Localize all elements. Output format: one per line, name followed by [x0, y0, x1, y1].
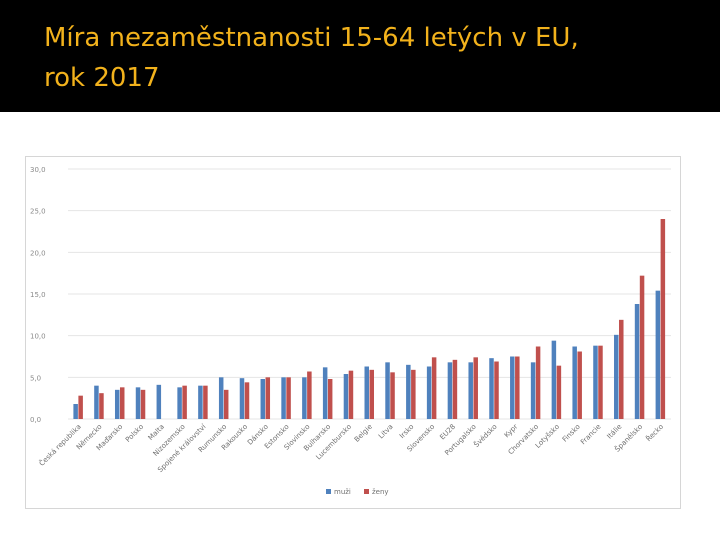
bar-muzi — [593, 345, 598, 419]
legend-label: muži — [334, 488, 351, 496]
bar-zeny — [619, 319, 624, 419]
bar-muzi — [489, 358, 494, 419]
bar-muzi — [135, 387, 141, 419]
bar-muzi — [114, 389, 120, 419]
bar-muzi — [406, 364, 411, 419]
x-tick-label: Malta — [147, 423, 166, 442]
bar-zeny — [390, 372, 395, 419]
bar-muzi — [364, 366, 369, 419]
bar-muzi — [156, 384, 162, 419]
bar-muzi — [73, 404, 78, 419]
bar-muzi — [634, 304, 640, 419]
bar-muzi — [614, 334, 619, 419]
bar-muzi — [572, 346, 577, 419]
title-band — [0, 0, 720, 112]
bar-zeny — [78, 395, 83, 419]
bar-muzi — [530, 362, 536, 419]
x-tick-label: Irsko — [398, 423, 415, 440]
x-tick-label: Kypr — [503, 423, 520, 440]
bar-zeny — [577, 351, 582, 419]
bar-muzi — [198, 385, 203, 419]
x-tick-label: Řecko — [644, 422, 665, 443]
bar-muzi — [426, 366, 432, 419]
x-tick-label: Itálie — [606, 423, 624, 441]
bar-muzi — [385, 362, 390, 419]
x-tick-label: Francie — [579, 423, 603, 447]
bar-muzi — [510, 356, 515, 419]
bar-zeny — [369, 369, 374, 419]
bar-muzi — [302, 377, 307, 419]
x-tick-label: Litva — [377, 423, 395, 441]
y-tick-label: 0,0 — [30, 416, 41, 424]
bar-zeny — [203, 385, 208, 419]
bar-zeny — [515, 356, 520, 419]
bar-zeny — [431, 357, 437, 419]
bar-zeny — [598, 345, 603, 419]
chart-frame: 0,0 5,0 10,0 15,0 20,0 25,0 30,0 Česká republik… — [25, 156, 681, 509]
bar-muzi — [447, 362, 453, 419]
bar-zeny — [411, 369, 416, 419]
y-tick-label: 25,0 — [30, 208, 46, 216]
bar-muzi — [343, 374, 349, 419]
bar-zeny — [99, 393, 104, 419]
bar-zeny — [348, 370, 354, 419]
bar-muzi — [655, 290, 661, 419]
bar-muzi — [551, 340, 557, 419]
bar-muzi — [239, 378, 245, 419]
bar-zeny — [494, 361, 499, 419]
y-tick-label: 10,0 — [30, 333, 46, 341]
bar-zeny — [535, 346, 541, 419]
x-tick-label: Švédsko — [472, 422, 499, 449]
x-tick-label: Belgie — [353, 423, 374, 444]
y-tick-label: 30,0 — [30, 166, 46, 174]
slide-title: Míra nezaměstnanosti 15-64 letých v EU, … — [44, 23, 579, 93]
bar-zeny — [473, 357, 478, 419]
bar-zeny — [265, 377, 271, 419]
bar-muzi — [468, 362, 473, 419]
legend-label: ženy — [372, 488, 389, 496]
y-tick-label: 15,0 — [30, 291, 46, 299]
bar-zeny — [660, 219, 666, 419]
x-tick-label: EU28 — [438, 423, 457, 442]
bar-zeny — [556, 365, 562, 419]
bar-muzi — [281, 377, 286, 419]
bar-zeny — [286, 377, 291, 419]
bar-muzi — [94, 385, 99, 419]
y-tick-label: 20,0 — [30, 249, 46, 257]
bar-zeny — [327, 379, 333, 419]
bar-zeny — [119, 387, 125, 419]
bar-zeny — [140, 389, 146, 419]
bar-zeny — [223, 389, 229, 419]
bar-muzi — [260, 379, 266, 419]
legend-swatch — [364, 489, 369, 494]
bar-zeny — [452, 359, 458, 419]
bar-zeny — [244, 382, 250, 419]
x-tick-label: Polsko — [124, 423, 145, 444]
bar-zeny — [182, 385, 187, 419]
bar-muzi — [322, 367, 328, 419]
bar-muzi — [218, 377, 224, 419]
y-tick-label: 5,0 — [30, 374, 41, 382]
bar-zeny — [307, 371, 312, 419]
bar-muzi — [177, 387, 182, 419]
legend-swatch — [326, 489, 331, 494]
bar-zeny — [639, 275, 645, 419]
